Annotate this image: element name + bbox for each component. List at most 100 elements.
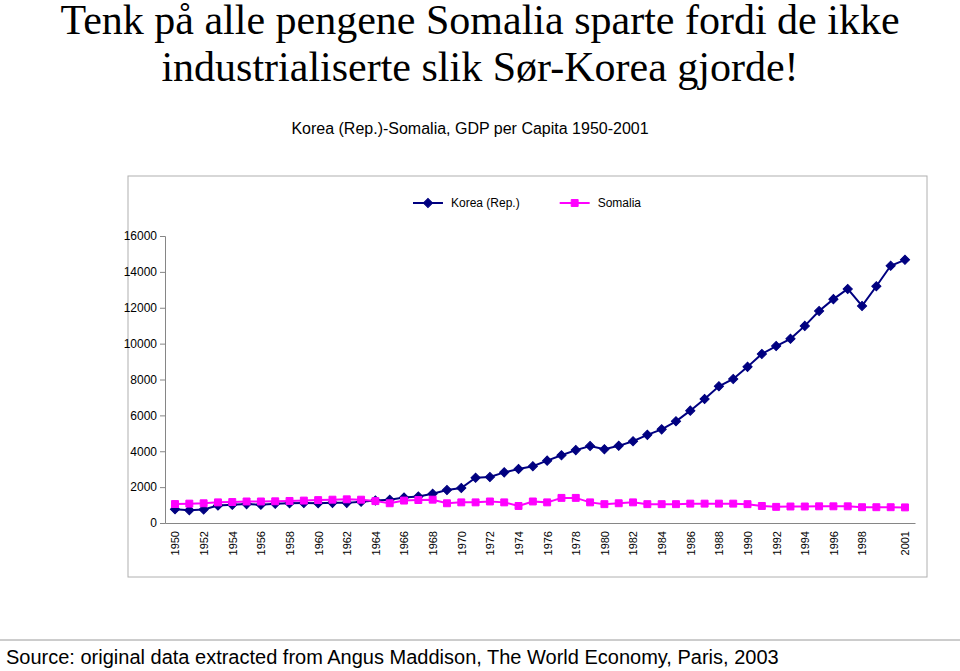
x-axis-line [166,523,916,524]
x-tick: 1978 [570,523,582,555]
series-group [170,255,909,515]
series-marker [458,499,465,506]
legend-marker [423,198,432,207]
y-axis-line [160,237,166,524]
x-tick: 1996 [828,523,840,555]
series-line [175,498,905,508]
x-tick-label: 1962 [341,531,353,555]
x-tick: 1982 [627,523,639,555]
x-tick-label: 1994 [799,531,811,555]
x-tick: 1984 [656,523,668,555]
series-marker [786,334,795,343]
series-marker [514,464,523,473]
series-marker [442,485,451,494]
x-axis: 1950195219541956195819601962196419661968… [166,523,916,555]
x-tick-label: 1984 [656,531,668,555]
x-tick-label: 1990 [742,531,754,555]
series-marker [658,501,665,508]
series-marker [485,472,494,481]
series [170,255,909,515]
series-marker [628,437,637,446]
series-marker [843,284,852,293]
series-marker [386,500,393,507]
series-marker [815,306,824,315]
series-marker [257,498,264,505]
y-tick-mark [160,308,165,309]
series-marker [544,499,551,506]
series-marker [529,498,536,505]
series-marker [600,445,609,454]
series-marker [729,374,738,383]
y-tick-mark [160,272,165,273]
x-tick-label: 1998 [856,531,868,555]
x-tick-label: 1980 [599,531,611,555]
series-marker [773,503,780,510]
series-marker [714,382,723,391]
source: Source: original data extracted from Ang… [6,646,779,668]
x-tick: 1980 [599,523,611,555]
x-tick: 2001 [899,523,911,555]
y-tick-mark [160,487,165,488]
y-tick-label: 0 [150,516,157,530]
x-tick-label: 1968 [427,531,439,555]
title: Tenk på alle pengene Somalia sparte ford… [60,0,899,90]
series-marker [657,425,666,434]
separator [0,640,960,641]
x-tick: 1958 [284,523,296,555]
series-marker [801,503,808,510]
legend-label: Korea (Rep.) [451,196,520,210]
y-tick-mark [160,344,165,345]
series-marker [800,321,809,330]
series-marker [229,499,236,506]
x-tick: 1992 [771,523,783,555]
x-tick-label: 1982 [627,531,639,555]
series-marker [886,261,895,270]
series-marker [630,499,637,506]
y-tick-label: 6000 [130,409,157,423]
series-marker [515,502,522,509]
y-tick: 14000 [124,265,165,279]
title-line: industrialiserte slik Sør-Korea gjorde! [161,44,798,90]
series-marker [214,499,221,506]
x-tick: 1970 [456,523,468,555]
series-marker [614,441,623,450]
y-tick-label: 10000 [124,337,158,351]
x-tick-label: 1952 [198,531,210,555]
series-marker [500,468,509,477]
series-marker [558,494,565,501]
x-tick-label: 1996 [828,531,840,555]
series-marker [557,451,566,460]
series-marker [730,500,737,507]
series-marker [528,462,537,471]
x-tick: 1952 [198,523,210,555]
series-marker [701,500,708,507]
x-tick-label: 1970 [456,531,468,555]
series-marker [587,499,594,506]
x-tick: 1998 [856,523,868,555]
series-marker [572,494,579,501]
y-tick: 10000 [124,337,165,351]
series-marker [644,501,651,508]
series-marker [857,301,866,310]
x-tick-label: 1974 [513,531,525,555]
x-tick-label: 1954 [227,531,239,555]
series-marker [372,498,379,505]
series-marker [830,503,837,510]
series-marker [872,282,881,291]
y-tick-label: 16000 [124,229,158,243]
series-marker [700,394,709,403]
x-tick: 1968 [427,523,439,555]
series-marker [315,497,322,504]
y-tick: 0 [150,516,165,530]
y-tick-label: 2000 [130,480,157,494]
subtitle: Korea (Rep.)-Somalia, GDP per Capita 195… [291,120,648,137]
series-marker [615,500,622,507]
series-marker [757,349,766,358]
x-tick: 1950 [169,523,181,555]
series-marker [744,501,751,508]
series-marker [358,496,365,503]
y-tick: 6000 [130,409,165,423]
series-marker [444,500,451,507]
x-tick: 1956 [255,523,267,555]
series-marker [415,497,422,504]
